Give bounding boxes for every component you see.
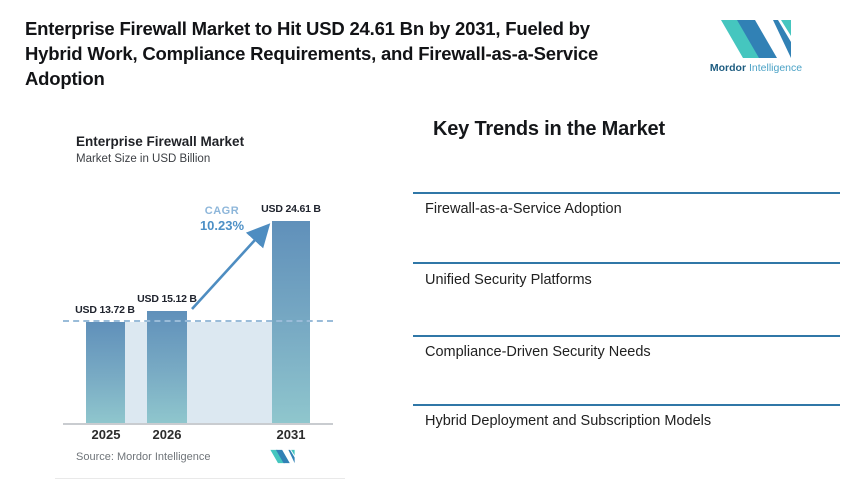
headline: Enterprise Firewall Market to Hit USD 24… — [25, 16, 690, 91]
chart-subtitle: Market Size in USD Billion — [76, 153, 211, 165]
headline-line-3: Adoption — [25, 68, 105, 89]
trend-item-4: Hybrid Deployment and Subscription Model… — [425, 413, 712, 429]
x-tick-2025: 2025 — [91, 427, 121, 442]
brand-name-light: Intelligence — [748, 62, 803, 74]
trend-item-3: Compliance-Driven Security Needs — [425, 344, 651, 360]
bar-2025 — [86, 322, 125, 423]
trends-heading: Key Trends in the Market — [433, 118, 665, 140]
chart-title: Enterprise Firewall Market — [76, 134, 245, 149]
trend-item-2: Unified Security Platforms — [425, 272, 592, 288]
trend-divider — [413, 262, 840, 264]
brand-wordmark: Mordor Intelligence — [704, 62, 808, 74]
x-axis-line — [63, 423, 333, 425]
bar-2026 — [147, 311, 187, 423]
brand-name-bold: Mordor — [709, 62, 747, 74]
x-tick-2031: 2031 — [276, 427, 306, 442]
trend-divider — [413, 404, 840, 406]
reference-dashed-line — [63, 320, 333, 322]
cagr-label: CAGR — [204, 205, 240, 217]
cagr-value: 10.23% — [199, 218, 245, 233]
source-note: Source: Mordor Intelligence — [76, 451, 211, 463]
headline-line-2: Hybrid Work, Compliance Requirements, an… — [25, 43, 599, 64]
mordor-intelligence-mini-logo-icon — [270, 449, 295, 464]
bar-value-label-2026: USD 15.12 B — [137, 293, 197, 305]
cagr-annotation: CAGR 10.23% — [190, 205, 254, 233]
market-size-chart-card: Enterprise Firewall Market Market Size i… — [55, 120, 345, 479]
growth-arrow-icon — [191, 223, 271, 310]
bar-value-label-2031: USD 24.61 B — [261, 203, 321, 215]
bar-value-label-2025: USD 13.72 B — [75, 304, 135, 316]
headline-line-1: Enterprise Firewall Market to Hit USD 24… — [25, 18, 590, 39]
bar-2031 — [272, 221, 310, 423]
trend-divider — [413, 192, 840, 194]
trend-item-1: Firewall-as-a-Service Adoption — [425, 201, 622, 217]
mordor-intelligence-logo-icon — [721, 20, 791, 58]
brand-logo: Mordor Intelligence — [704, 18, 808, 74]
x-tick-2026: 2026 — [152, 427, 182, 442]
trend-divider — [413, 335, 840, 337]
